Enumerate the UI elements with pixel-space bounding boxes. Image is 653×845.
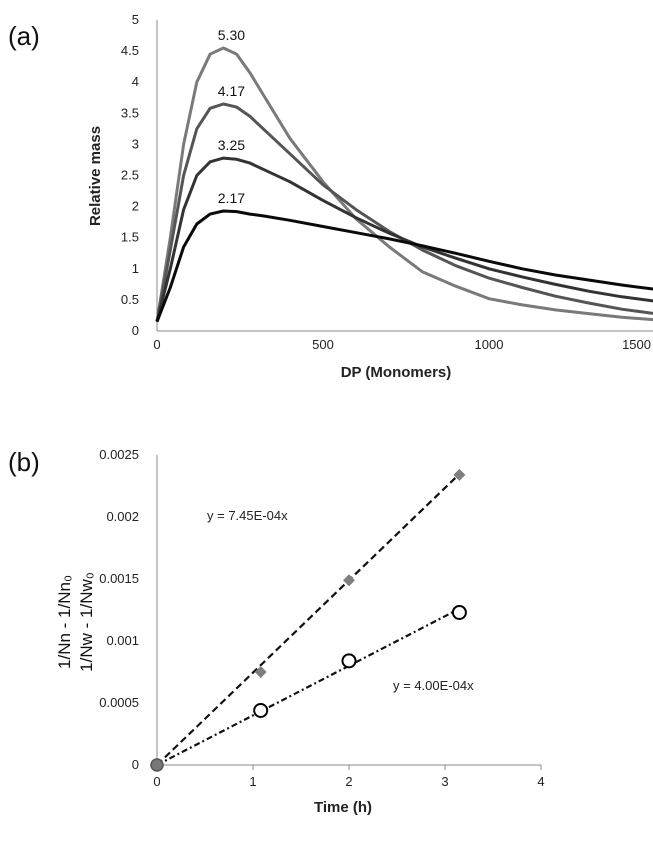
panel-b-trendlines [156,473,461,766]
panel-b-y-tick-label: 0.0015 [99,571,139,586]
panel-a-y-tick-label: 4 [132,74,139,89]
panel-b-trendline [156,473,461,766]
panel-a-x-tick-label: 1500 [622,337,651,352]
panel-a-series [155,46,653,323]
panel-b-x-tick-label: 1 [249,774,256,789]
panel-a-y-tick-label: 1.5 [121,230,139,245]
panel-b-y-axis-title-line-2: 1/Nw - 1/Nw₀ [77,572,96,672]
panel-b-x-tick-label: 2 [345,774,352,789]
panel-b-diamond-point [343,574,355,587]
panel-a-x-ticks: 0 500 1000 1500 [153,337,651,352]
panel-a-y-tick-label: 2.5 [121,168,139,183]
panel-a-y-tick-label: 0.5 [121,292,139,307]
panel-b-y-tick-label: 0 [132,757,139,772]
panel-b-y-axis-title-line-1: 1/Nn - 1/Nn₀ [55,575,74,669]
panel-a-x-tick-label: 500 [312,337,334,352]
panel-b-x-ticks: 0 1 2 3 4 [153,765,545,789]
trendline-equation-circle: y = 4.00E-04x [393,678,474,693]
panel-b-diamond-point [254,666,267,678]
panel-a-curve-label: 3.25 [218,137,245,153]
panel-a-curve-labels: 5.30 4.17 3.25 2.17 [218,27,245,206]
panel-b-circle-point [451,604,467,620]
panel-b-origin-point [150,758,164,772]
panel-a-series-line [155,46,653,322]
panel-a-x-axis-title: DP (Monomers) [341,364,452,381]
panel-b-y-ticks: 0 0.0005 0.001 0.0015 0.002 0.0025 [99,447,139,772]
panel-a-y-tick-label: 1 [132,261,139,276]
panel-b-y-tick-label: 0.0025 [99,447,139,462]
panel-b-circle-point [253,702,269,718]
panel-a-series-line [155,102,653,322]
panel-a-y-axis-title: Relative mass [87,126,104,226]
panel-a-y-ticks: 0 0.5 1 1.5 2 2.5 3 3.5 4 4.5 5 [121,12,139,338]
panel-a-y-tick-label: 3 [132,136,139,151]
panel-a-x-tick-label: 1000 [475,337,504,352]
panel-b-y-tick-label: 0.002 [106,509,139,524]
panel-a-series-line [155,156,653,323]
panel-label-a: (a) [8,21,40,51]
panel-b-x-tick-label: 0 [153,774,160,789]
panel-a-curve-label: 5.30 [218,27,245,43]
panel-b-points [150,468,467,772]
panel-a-curve-label: 2.17 [218,190,245,206]
panel-b-diamond-point [453,468,466,481]
panel-b-y-tick-label: 0.0005 [99,695,139,710]
panel-a-y-tick-label: 3.5 [121,105,139,120]
panel-a-y-tick-label: 0 [132,323,139,338]
panel-label-b: (b) [8,447,40,477]
panel-b-trendline [156,607,460,766]
panel-a-y-tick-label: 5 [132,12,139,27]
panel-b-circle-point [341,653,357,669]
panel-a-chart: (a) 0 0.5 1 1.5 2 2.5 3 3.5 4 4.5 5 0 500 1000 1500 5… [8,12,653,381]
panel-a-x-tick-label: 0 [153,337,160,352]
panel-b-x-axis-title: Time (h) [314,799,372,816]
panel-a-series-line [155,209,653,323]
panel-b-x-tick-label: 3 [441,774,448,789]
trendline-equation-diamond: y = 7.45E-04x [207,508,288,523]
panel-b-x-tick-label: 4 [537,774,544,789]
panel-a-y-tick-label: 2 [132,199,139,214]
panel-a-y-tick-label: 4.5 [121,43,139,58]
panel-a-curve-label: 4.17 [218,83,245,99]
panel-b-y-tick-label: 0.001 [106,633,139,648]
